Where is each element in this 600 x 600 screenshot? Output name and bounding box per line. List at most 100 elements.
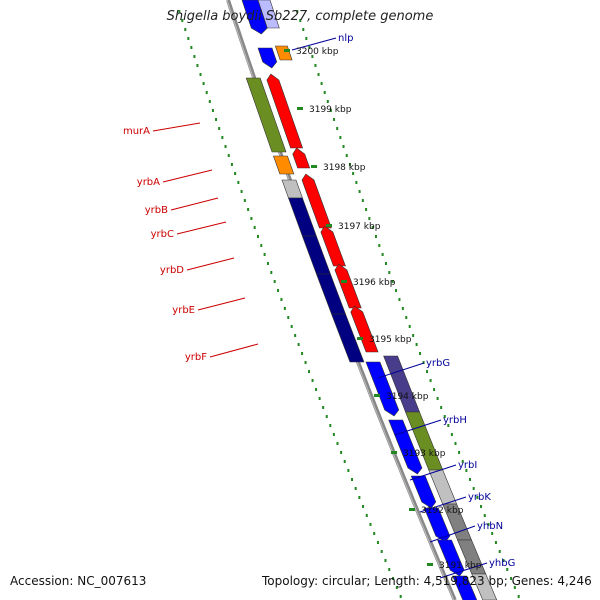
guide-dot [419, 352, 422, 355]
guide-dot [193, 55, 196, 58]
guide-dot [240, 190, 243, 193]
gene-bar-left [245, 77, 287, 153]
gene-label-yrbD: yrbD [160, 265, 184, 276]
guide-dot [311, 55, 314, 58]
guide-dot [347, 469, 350, 472]
guide-dot [308, 370, 311, 373]
guide-dot [371, 226, 374, 229]
guide-dot [318, 397, 321, 400]
guide-dot [510, 577, 513, 580]
inner-dotted-guide [296, 10, 520, 598]
guide-dot [351, 478, 354, 481]
leader-line-yrbK [419, 496, 467, 513]
guide-dot [494, 541, 497, 544]
tick-mark [391, 451, 397, 454]
guide-dot [358, 190, 361, 193]
guide-dot [322, 406, 325, 409]
guide-dot [487, 523, 490, 526]
guide-dot [266, 262, 269, 265]
guide-dot [398, 298, 401, 301]
guide-dot [422, 361, 425, 364]
guide-dot [412, 334, 415, 337]
leader-line-yrbG [377, 362, 425, 379]
length-label: Length: [374, 574, 420, 588]
gene-bar-right [471, 573, 498, 600]
guide-dot [368, 217, 371, 220]
guide-dot [388, 271, 391, 274]
guide-dot [358, 496, 361, 499]
guide-dot [290, 325, 293, 328]
guide-dot [215, 118, 218, 121]
guide-dot [199, 73, 202, 76]
gene-label-murA: murA [123, 126, 150, 137]
guide-dot [517, 595, 520, 598]
guide-dot [315, 388, 318, 391]
guide-dot [469, 478, 472, 481]
gene-arrow-left [320, 225, 346, 267]
tick-mark [357, 337, 363, 340]
tick-label: 3196 kbp [353, 278, 396, 288]
guide-dot [247, 208, 250, 211]
leader-line-yrbE [197, 297, 246, 311]
gene-bar-right [274, 45, 293, 61]
gene-arrow-left [334, 263, 362, 309]
guide-dot [476, 496, 479, 499]
gene-arrow-left [292, 147, 311, 169]
guide-dot [227, 154, 230, 157]
guide-dot [447, 424, 450, 427]
guide-dot [369, 523, 372, 526]
guide-dot [178, 10, 181, 13]
gene-arrow-right [452, 575, 478, 600]
guide-dot [208, 100, 211, 103]
accession-label: Accession: [10, 574, 74, 588]
topology-value: circular [321, 574, 367, 588]
gene-arrow-right [437, 539, 465, 577]
guide-dot [299, 19, 302, 22]
gene-bar-right [257, 0, 280, 29]
guide-dot [190, 46, 193, 49]
guide-dot [277, 289, 280, 292]
guide-dot [405, 316, 408, 319]
guide-dot [273, 280, 276, 283]
guide-dot [443, 415, 446, 418]
guide-dot [280, 298, 283, 301]
guide-dot [202, 82, 205, 85]
guide-dot [326, 100, 329, 103]
gene-arrow-right [423, 507, 451, 543]
guide-dot [302, 28, 305, 31]
guide-dot [237, 181, 240, 184]
guide-dot [373, 532, 376, 535]
guide-dot [339, 136, 342, 139]
guide-dot [429, 379, 432, 382]
genes-value: 4,246 [557, 574, 592, 588]
leader-line-yrbC [176, 221, 227, 235]
guide-dot [374, 235, 377, 238]
guide-dot [308, 46, 311, 49]
tick-label: 3192 kbp [421, 506, 464, 516]
guide-dot [401, 307, 404, 310]
guide-dot [332, 433, 335, 436]
guide-dot [380, 550, 383, 553]
gene-arrow-left [350, 305, 379, 353]
gene-arrow-right [365, 361, 400, 417]
gene-label-yrbI: yrbI [458, 460, 477, 471]
guide-dot [355, 181, 358, 184]
guide-dot [301, 352, 304, 355]
guide-dot [426, 370, 429, 373]
guide-dot [440, 406, 443, 409]
guide-dot [336, 127, 339, 130]
gene-label-yrbF: yrbF [185, 352, 207, 363]
guide-dot [361, 199, 364, 202]
accession-value: NC_007613 [77, 574, 147, 588]
guide-dot [243, 199, 246, 202]
guide-dot [472, 487, 475, 490]
genes-label: Genes: [511, 574, 554, 588]
tick-mark [284, 49, 290, 52]
gene-bar-left [281, 179, 303, 199]
leader-line-yhbG [439, 562, 488, 579]
leader-line-murA [152, 122, 201, 132]
topology-label: Topology: [262, 574, 319, 588]
tick-label: 3200 kbp [296, 47, 339, 57]
guide-dot [343, 460, 346, 463]
guide-dot [348, 163, 351, 166]
